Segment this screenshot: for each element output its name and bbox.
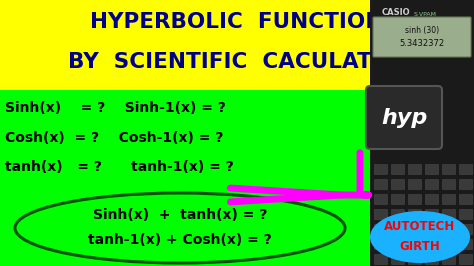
FancyBboxPatch shape [374, 255, 388, 264]
FancyBboxPatch shape [0, 90, 370, 266]
Text: Sinh(x)  +  tanh(x) = ?: Sinh(x) + tanh(x) = ? [93, 208, 267, 222]
FancyBboxPatch shape [409, 164, 421, 174]
Text: HYPERBOLIC  FUNCTION: HYPERBOLIC FUNCTION [91, 12, 383, 32]
Text: CASIO: CASIO [382, 8, 410, 17]
Text: Cosh(x)  = ?    Cosh-1(x) = ?: Cosh(x) = ? Cosh-1(x) = ? [5, 131, 223, 145]
FancyBboxPatch shape [374, 225, 388, 235]
FancyBboxPatch shape [409, 255, 421, 264]
FancyBboxPatch shape [426, 255, 438, 264]
FancyBboxPatch shape [370, 0, 474, 266]
FancyBboxPatch shape [459, 194, 473, 205]
FancyBboxPatch shape [443, 210, 456, 219]
FancyBboxPatch shape [409, 225, 421, 235]
FancyBboxPatch shape [392, 194, 404, 205]
FancyBboxPatch shape [409, 194, 421, 205]
FancyBboxPatch shape [392, 180, 404, 189]
Text: Sinh(x)    = ?    Sinh-1(x) = ?: Sinh(x) = ? Sinh-1(x) = ? [5, 101, 226, 115]
FancyBboxPatch shape [443, 180, 456, 189]
FancyBboxPatch shape [392, 239, 404, 250]
FancyBboxPatch shape [426, 239, 438, 250]
FancyBboxPatch shape [459, 164, 473, 174]
FancyBboxPatch shape [459, 225, 473, 235]
Text: BY  SCIENTIFIC  CACULATOR: BY SCIENTIFIC CACULATOR [68, 52, 406, 72]
FancyBboxPatch shape [459, 210, 473, 219]
FancyBboxPatch shape [426, 164, 438, 174]
FancyBboxPatch shape [373, 17, 471, 57]
FancyBboxPatch shape [459, 180, 473, 189]
Text: hyp: hyp [381, 107, 427, 127]
Text: tanh-1(x) + Cosh(x) = ?: tanh-1(x) + Cosh(x) = ? [88, 233, 272, 247]
FancyBboxPatch shape [409, 239, 421, 250]
FancyBboxPatch shape [443, 255, 456, 264]
FancyBboxPatch shape [459, 239, 473, 250]
FancyBboxPatch shape [392, 164, 404, 174]
FancyBboxPatch shape [374, 239, 388, 250]
FancyBboxPatch shape [374, 194, 388, 205]
FancyBboxPatch shape [409, 180, 421, 189]
FancyBboxPatch shape [443, 164, 456, 174]
FancyBboxPatch shape [443, 194, 456, 205]
FancyBboxPatch shape [426, 225, 438, 235]
FancyBboxPatch shape [392, 255, 404, 264]
Text: GIRTH: GIRTH [400, 240, 440, 253]
FancyBboxPatch shape [374, 180, 388, 189]
FancyBboxPatch shape [374, 164, 388, 174]
FancyBboxPatch shape [366, 86, 442, 149]
Text: tanh(x)   = ?      tanh-1(x) = ?: tanh(x) = ? tanh-1(x) = ? [5, 160, 234, 174]
Text: S·VPAM: S·VPAM [413, 11, 437, 16]
FancyBboxPatch shape [443, 225, 456, 235]
FancyBboxPatch shape [459, 255, 473, 264]
FancyBboxPatch shape [374, 210, 388, 219]
FancyBboxPatch shape [426, 194, 438, 205]
Text: sinh (30): sinh (30) [405, 26, 439, 35]
FancyBboxPatch shape [426, 210, 438, 219]
FancyBboxPatch shape [0, 0, 474, 90]
FancyBboxPatch shape [392, 210, 404, 219]
Text: 5.3432372: 5.3432372 [400, 39, 445, 48]
FancyBboxPatch shape [443, 239, 456, 250]
FancyBboxPatch shape [426, 180, 438, 189]
Text: AUTOTECH: AUTOTECH [384, 221, 456, 234]
Ellipse shape [370, 211, 470, 263]
FancyBboxPatch shape [409, 210, 421, 219]
FancyBboxPatch shape [392, 225, 404, 235]
